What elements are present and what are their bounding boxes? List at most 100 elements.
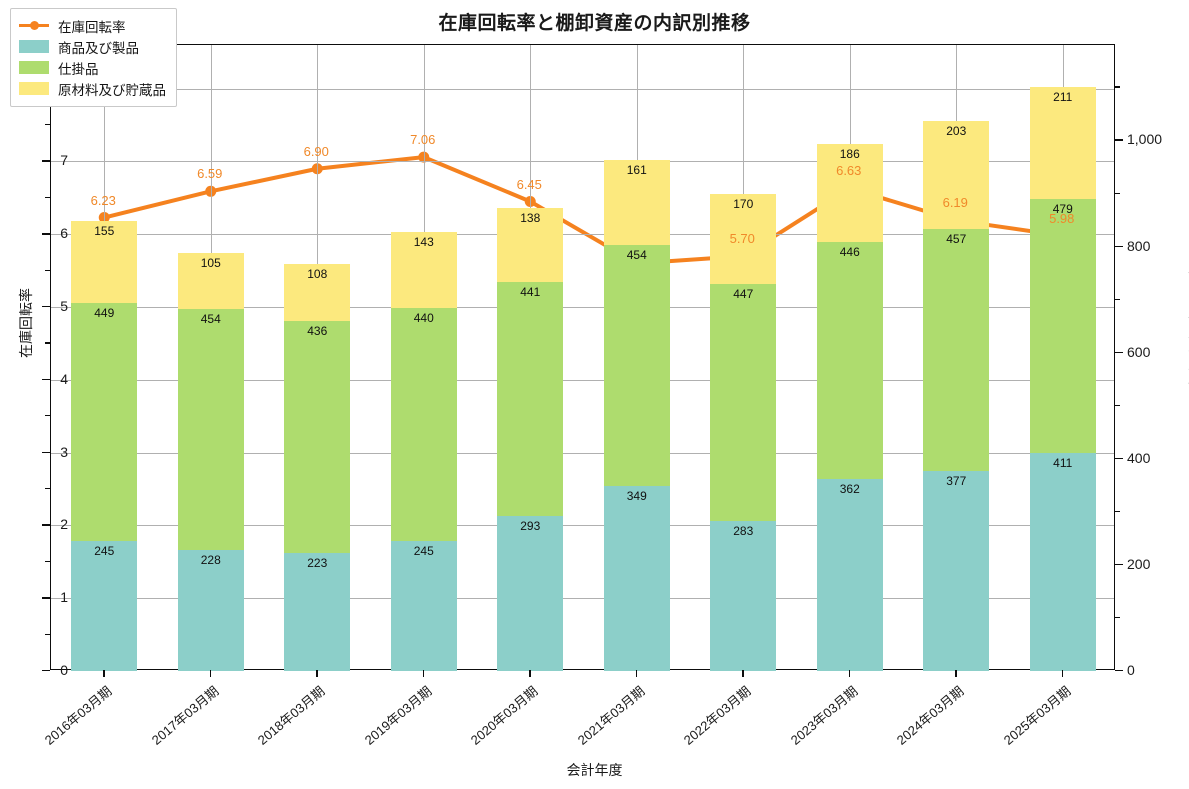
bar-segment[interactable]: 211 [1029, 86, 1096, 199]
bar-segment[interactable]: 479 [1029, 198, 1096, 453]
bar-segment[interactable]: 108 [284, 264, 351, 322]
x-axis-tick [103, 670, 105, 677]
bar-segment[interactable]: 436 [284, 321, 351, 553]
gridline-horizontal [51, 234, 1114, 236]
bar-segment[interactable]: 454 [177, 309, 244, 551]
legend-label: 在庫回転率 [58, 19, 126, 35]
bar-segment[interactable]: 377 [923, 470, 990, 671]
bar-segment[interactable]: 245 [71, 541, 138, 671]
y-axis-left-tick-label: 1 [60, 589, 68, 606]
x-axis-tick-label: 2023年03月期 [787, 683, 861, 748]
bar-segment[interactable]: 449 [71, 302, 138, 541]
y-axis-left-minor-tick [45, 560, 50, 562]
y-axis-left-minor-tick [45, 196, 50, 199]
x-axis-tick-label: 2024年03月期 [894, 683, 967, 748]
gridline-horizontal [51, 525, 1114, 527]
y-axis-left-minor-tick [45, 124, 50, 126]
color-swatch-icon [19, 82, 49, 95]
gridline-horizontal [51, 161, 1114, 163]
bar-segment[interactable]: 447 [710, 283, 777, 521]
bar-segment[interactable]: 440 [390, 307, 457, 542]
bar-segment-value: 186 [839, 146, 860, 161]
y-axis-left-tick [42, 160, 50, 162]
line-point-value: 5.70 [729, 231, 755, 247]
bar-segment-value: 105 [200, 256, 221, 271]
y-axis-left-tick [42, 524, 50, 526]
y-axis-left-tick-label: 7 [60, 152, 68, 169]
y-axis-left-tick-label: 6 [60, 225, 68, 242]
legend-item-turnover[interactable]: 在庫回転率 [19, 15, 166, 36]
bar-segment[interactable]: 441 [497, 281, 564, 516]
bar-segment-value: 377 [946, 473, 967, 488]
bar-segment[interactable]: 170 [710, 193, 777, 284]
bar-segment-value: 143 [413, 234, 434, 249]
legend-label: 原材料及び貯蔵品 [58, 82, 166, 98]
bar-segment[interactable]: 228 [177, 550, 244, 671]
bar-segment-value: 245 [413, 544, 434, 559]
gridline-horizontal [51, 598, 1114, 600]
bar-segment-value: 457 [946, 231, 967, 246]
line-point-value: 6.23 [90, 192, 116, 208]
bar-segment-value: 228 [200, 553, 221, 568]
legend-item-raw-materials[interactable]: 原材料及び貯蔵品 [19, 78, 166, 99]
y-axis-right-tick [1115, 351, 1123, 354]
bar-segment-value: 449 [94, 305, 115, 320]
bar-segment[interactable]: 349 [603, 485, 670, 671]
legend-item-wip[interactable]: 仕掛品 [19, 57, 166, 78]
bar-segment[interactable]: 293 [497, 515, 564, 671]
y-axis-left-tick-label: 2 [60, 516, 68, 533]
bar-segment[interactable]: 411 [1029, 452, 1096, 671]
bar-segment-value: 440 [413, 310, 434, 325]
bar-segment[interactable]: 155 [71, 220, 138, 303]
bar-segment-value: 446 [839, 245, 860, 260]
x-axis-tick-label: 2017年03月期 [148, 683, 222, 748]
y-axis-right-tick [1115, 139, 1123, 141]
bar-segment[interactable]: 457 [923, 228, 990, 471]
bar-segment[interactable]: 362 [816, 478, 883, 671]
x-axis-tick [209, 670, 212, 677]
line-marker-icon [19, 19, 49, 32]
x-axis-tick-label: 2018年03月期 [255, 683, 328, 748]
bar-segment[interactable]: 105 [177, 253, 244, 310]
line-path [102, 155, 1065, 266]
bar-segment[interactable]: 143 [390, 231, 457, 308]
bar-segment[interactable]: 138 [497, 208, 564, 282]
bar-segment-value: 155 [94, 223, 115, 238]
plot-area: 245 449 155 228 454 105 223 436 108 245 440 143 293 4… [50, 44, 1115, 671]
bar-segment[interactable]: 161 [603, 159, 670, 245]
y-axis-right-tick-label: 1,000 [1127, 131, 1163, 148]
bar-segment[interactable]: 283 [710, 520, 777, 671]
y-axis-left-minor-tick [45, 269, 50, 271]
line-point-value: 6.90 [303, 143, 329, 159]
y-axis-left-tick [42, 378, 50, 381]
bar-segment[interactable]: 446 [816, 242, 883, 479]
color-swatch-icon [19, 61, 49, 74]
x-axis-tick [529, 670, 531, 677]
page-title: 在庫回転率と棚卸資産の内訳別推移 [438, 13, 751, 34]
x-axis-tick-label: 2021年03月期 [574, 683, 648, 748]
y-axis-left-minor-tick [45, 342, 50, 344]
bar-segment[interactable]: 223 [284, 552, 351, 671]
x-axis-tick-label: 2025年03月期 [1000, 683, 1074, 748]
y-axis-right-minor-tick [1115, 86, 1120, 88]
y-axis-right-minor-tick [1115, 616, 1120, 619]
y-axis-right-tick [1115, 457, 1123, 460]
bar-segment[interactable]: 203 [923, 120, 990, 229]
x-axis-tick-label: 2019年03月期 [361, 683, 435, 748]
y-axis-right-tick [1115, 245, 1123, 247]
bar-segment[interactable]: 245 [390, 541, 457, 671]
bar-segment-value: 447 [733, 286, 754, 301]
y-axis-right-tick-label: 400 [1127, 449, 1151, 466]
x-axis-tick [848, 670, 851, 677]
bar-segment-value: 349 [626, 488, 647, 503]
bar-segment-value: 441 [520, 284, 541, 299]
y-axis-right-minor-tick [1115, 510, 1120, 513]
gridline-horizontal [51, 379, 1114, 381]
bar-segment-value: 454 [626, 248, 647, 262]
bar-segment[interactable]: 186 [816, 143, 883, 243]
legend-item-merchandise[interactable]: 商品及び製品 [19, 36, 166, 57]
y-axis-right-minor-tick [1115, 404, 1120, 406]
bar-segment-value: 293 [520, 518, 541, 533]
bar-segment[interactable]: 454 [603, 245, 670, 486]
line-point-value: 6.59 [197, 166, 223, 182]
